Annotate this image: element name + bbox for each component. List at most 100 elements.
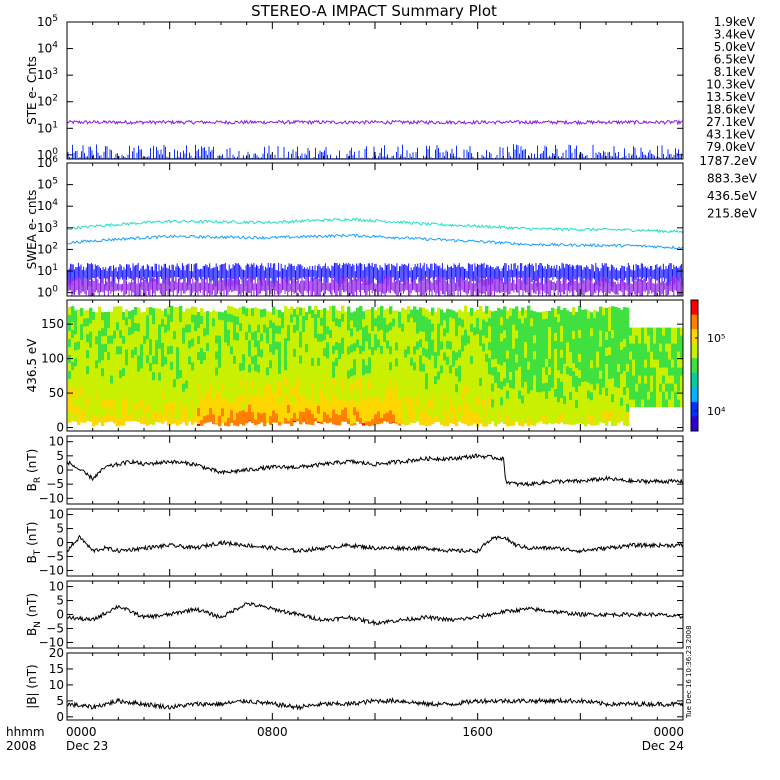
colorbar-frame	[690, 299, 699, 432]
y-tick-label: 104	[37, 198, 58, 213]
legend-item: 5.0keV	[714, 40, 756, 54]
colorbar-band	[691, 387, 698, 403]
y-tick-label: 15	[49, 662, 64, 676]
legend-item: 43.1keV	[706, 128, 756, 142]
y-tick-label: 105	[37, 177, 58, 192]
y-tick-label: 103	[37, 220, 58, 235]
legend-item: 1.9keV	[714, 15, 756, 29]
y-tick-label: 0	[56, 710, 64, 724]
colorbar-band	[691, 416, 698, 432]
panel-b: 0 5 10 15 20 |B| (nT)	[25, 646, 684, 724]
y-tick-exponent: 2	[52, 94, 58, 104]
colorbar-band	[691, 314, 698, 330]
y-tick-label: −5	[46, 477, 64, 491]
colorbar-tick-top: 10⁵	[707, 332, 725, 345]
series-swea-883.3eV	[67, 262, 684, 288]
y-tick-label: 102	[37, 241, 58, 256]
legend-item: 215.8eV	[707, 207, 758, 221]
plot-title: STEREO-A IMPACT Summary Plot	[251, 2, 497, 20]
y-tick-label: 5	[56, 449, 64, 463]
y-tick-label: 103	[37, 67, 58, 82]
y-tick-exponent: 4	[52, 198, 58, 208]
x-tick-label: 1600	[462, 725, 493, 739]
legend-item: 3.4keV	[714, 28, 756, 42]
colorbar: 10⁵ 10⁴	[690, 299, 726, 432]
y-tick-exponent: 1	[52, 263, 58, 273]
legend-item: 27.1keV	[706, 115, 756, 129]
y-axis-label-sub: T	[33, 549, 43, 556]
y-axis-label: STE e- Cnts	[25, 56, 39, 125]
y-tick-exponent: 0	[52, 147, 58, 157]
y-axis-label-unit: (nT)	[25, 664, 39, 692]
legend-item: 18.6keV	[706, 103, 756, 117]
pitch-angle-spectrogram	[68, 305, 684, 427]
x-tick-date: Dec 24	[642, 739, 684, 753]
y-tick-label: 20	[49, 646, 64, 660]
y-tick-label: 0	[56, 421, 64, 435]
y-tick-label: 0	[56, 536, 64, 550]
swea-legend: 1787.2eV 883.3eV 436.5eV 215.8eV	[699, 154, 757, 221]
x-axis-year-label: 2008	[6, 739, 37, 753]
y-axis-label-unit: (nT)	[25, 522, 39, 550]
y-tick-label: 101	[37, 263, 58, 278]
legend-item: 6.5keV	[714, 53, 756, 67]
timestamp-stamp: Tue Dec 16 10:36:23 2008	[685, 625, 693, 719]
x-tick-label: 0000	[66, 725, 97, 739]
y-tick-label: 150	[41, 317, 64, 331]
y-axis-label: |B| (nT)	[25, 664, 39, 708]
ste-legend: 1.9keV3.4keV5.0keV6.5keV8.1keV10.3keV13.…	[706, 15, 756, 154]
y-tick-label: 10	[49, 435, 64, 449]
y-tick-label: 0	[56, 608, 64, 622]
y-axis-label: BN (nT)	[25, 593, 43, 636]
y-axis-label: SWEA e- cnts	[25, 190, 39, 270]
panel-frame	[66, 652, 684, 721]
y-tick-label: 5	[56, 522, 64, 536]
y-tick-exponent: 2	[52, 241, 58, 251]
y-tick-label: 50	[49, 386, 64, 400]
y-axis-label-sub: R	[33, 477, 43, 483]
y-tick-label: −10	[39, 635, 64, 649]
y-tick-exponent: 1	[52, 120, 58, 130]
series-bn	[66, 601, 684, 627]
legend-item: 8.1keV	[714, 65, 756, 79]
y-tick-label: 10	[49, 508, 64, 522]
series-swea-215.8eV	[66, 217, 684, 234]
colorbar-band	[691, 300, 698, 316]
y-tick-label: 100	[41, 352, 64, 366]
series-b	[66, 696, 684, 711]
legend-item: 1787.2eV	[699, 154, 757, 168]
y-axis-label-sub: N	[33, 621, 43, 628]
panel-frame	[66, 21, 684, 160]
x-tick-date: Dec 23	[66, 739, 108, 753]
y-tick-label: 100	[37, 285, 58, 300]
y-tick-label: −5	[46, 621, 64, 635]
y-tick-label: 105	[37, 14, 58, 29]
y-axis-label: 436.5 eV	[25, 338, 39, 393]
y-tick-label: −10	[39, 491, 64, 505]
y-axis-label-unit: (nT)	[25, 449, 39, 477]
y-tick-label: 106	[37, 155, 58, 170]
x-axis-unit-label: hhmm	[6, 725, 45, 739]
series-bt	[66, 534, 684, 554]
y-axis-label: BT (nT)	[25, 522, 43, 564]
y-tick-exponent: 5	[52, 14, 58, 24]
colorbar-band	[691, 401, 698, 417]
legend-item: 436.5eV	[707, 189, 758, 203]
series-swea-1787.2eV	[67, 275, 684, 296]
y-tick-label: 101	[37, 120, 58, 135]
x-tick-label: 0000	[653, 725, 684, 739]
legend-item: 10.3keV	[706, 78, 756, 92]
y-tick-label: 10	[49, 580, 64, 594]
colorbar-band	[691, 372, 698, 388]
y-tick-exponent: 6	[52, 155, 58, 165]
legend-item: 883.3eV	[707, 172, 758, 186]
y-axis-label: BR (nT)	[25, 449, 43, 492]
y-tick-label: 102	[37, 94, 58, 109]
